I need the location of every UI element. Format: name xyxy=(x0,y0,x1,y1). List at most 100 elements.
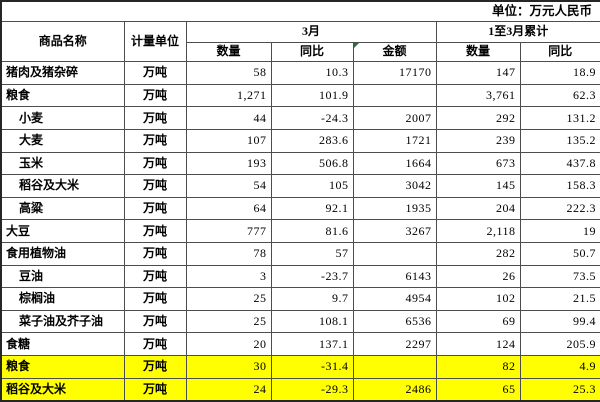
header-measure-unit: 计量单位 xyxy=(123,21,187,63)
cum-qty-cell: 124 xyxy=(435,332,521,357)
march-yoy-cell: -23.7 xyxy=(270,264,354,289)
unit-cell: 万吨 xyxy=(123,264,187,289)
cum-yoy-cell: 21.5 xyxy=(519,287,600,311)
product-name-cell: 稻谷及大米 xyxy=(0,174,125,198)
table-row: 高粱 万吨 64 92.1 1935 204 222.3 xyxy=(0,196,600,221)
header-cum-qty: 数量 xyxy=(435,41,521,63)
unit-cell: 万吨 xyxy=(123,196,187,221)
header-march-amount: 金额 xyxy=(352,41,437,63)
header-cum-yoy: 同比 xyxy=(519,41,600,63)
table-row: 大豆 万吨 777 81.6 3267 2,118 19 xyxy=(0,219,600,244)
header-product-name: 商品名称 xyxy=(0,21,125,63)
march-amount-cell: 17170 xyxy=(352,61,437,85)
table-row: 食用植物油 万吨 78 57 282 50.7 xyxy=(0,242,600,266)
cum-yoy-cell: 131.2 xyxy=(519,106,600,130)
product-name-cell: 豆油 xyxy=(0,264,125,289)
product-name-cell: 食用植物油 xyxy=(0,242,125,266)
march-amount-cell: 2297 xyxy=(352,332,437,357)
march-amount-cell: 1664 xyxy=(352,151,437,176)
march-yoy-cell: 105 xyxy=(270,174,354,198)
march-qty-cell: 107 xyxy=(185,128,272,153)
march-qty-cell: 58 xyxy=(185,61,272,85)
march-qty-cell: 25 xyxy=(185,309,272,334)
cum-yoy-cell: 158.3 xyxy=(519,174,600,198)
cum-qty-cell: 282 xyxy=(435,242,521,266)
unit-cell: 万吨 xyxy=(123,128,187,153)
march-qty-cell: 44 xyxy=(185,106,272,130)
march-amount-cell: 3267 xyxy=(352,219,437,244)
product-name-cell: 猪肉及猪杂碎 xyxy=(0,61,125,85)
header-march-yoy: 同比 xyxy=(270,41,354,63)
cum-qty-cell: 82 xyxy=(435,355,521,379)
march-qty-cell: 64 xyxy=(185,196,272,221)
march-amount-cell: 4954 xyxy=(352,287,437,311)
table-row: 豆油 万吨 3 -23.7 6143 26 73.5 xyxy=(0,264,600,289)
product-name-cell: 食糖 xyxy=(0,332,125,357)
cum-yoy-cell: 50.7 xyxy=(519,242,600,266)
cum-qty-cell: 102 xyxy=(435,287,521,311)
table-row: 商品名称 计量单位 3月 1至3月累计 xyxy=(0,21,600,63)
table-row: 单位：万元人民币 xyxy=(1,1,600,23)
cum-qty-cell: 145 xyxy=(435,174,521,198)
product-name-cell: 粮食 xyxy=(0,83,125,108)
cum-qty-cell: 2,118 xyxy=(435,219,521,244)
march-yoy-cell: 9.7 xyxy=(270,287,354,311)
cum-qty-cell: 292 xyxy=(435,106,521,130)
cum-yoy-cell: 18.9 xyxy=(519,61,600,85)
product-name-cell: 菜子油及芥子油 xyxy=(0,309,125,334)
march-amount-cell xyxy=(352,83,437,108)
cum-qty-cell: 3,761 xyxy=(435,83,521,108)
cum-qty-cell: 26 xyxy=(435,264,521,289)
march-yoy-cell: -24.3 xyxy=(270,106,354,130)
table-row: 菜子油及芥子油 万吨 25 108.1 6536 69 99.4 xyxy=(0,309,600,334)
cum-qty-cell: 65 xyxy=(435,377,521,402)
table-row: 大麦 万吨 107 283.6 1721 239 135.2 xyxy=(0,128,600,153)
table-row-highlighted: 粮食 万吨 30 -31.4 82 4.9 xyxy=(0,355,600,379)
cell-error-flag-icon xyxy=(354,43,359,48)
unit-cell: 万吨 xyxy=(123,106,187,130)
unit-cell: 万吨 xyxy=(123,332,187,357)
table-row: 稻谷及大米 万吨 54 105 3042 145 158.3 xyxy=(0,174,600,198)
cum-qty-cell: 239 xyxy=(435,128,521,153)
product-name-cell: 小麦 xyxy=(0,106,125,130)
header-march-group: 3月 xyxy=(185,21,437,43)
product-name-cell: 棕榈油 xyxy=(0,287,125,311)
cum-yoy-cell: 222.3 xyxy=(519,196,600,221)
cum-qty-cell: 673 xyxy=(435,151,521,176)
header-march-qty: 数量 xyxy=(185,41,272,63)
unit-cell: 万吨 xyxy=(123,377,187,402)
cum-yoy-cell: 73.5 xyxy=(519,264,600,289)
march-qty-cell: 54 xyxy=(185,174,272,198)
table-row: 棕榈油 万吨 25 9.7 4954 102 21.5 xyxy=(0,287,600,311)
march-amount-cell: 3042 xyxy=(352,174,437,198)
product-name-cell: 大麦 xyxy=(0,128,125,153)
table-row-highlighted: 稻谷及大米 万吨 24 -29.3 2486 65 25.3 xyxy=(0,377,600,402)
cum-yoy-cell: 99.4 xyxy=(519,309,600,334)
cum-yoy-cell: 437.8 xyxy=(519,151,600,176)
product-name-cell: 粮食 xyxy=(0,355,125,379)
cum-yoy-cell: 135.2 xyxy=(519,128,600,153)
header-cumulative-group: 1至3月累计 xyxy=(435,21,600,43)
table-row: 猪肉及猪杂碎 万吨 58 10.3 17170 147 18.9 xyxy=(0,61,600,85)
table-row: 食糖 万吨 20 137.1 2297 124 205.9 xyxy=(0,332,600,357)
march-qty-cell: 1,271 xyxy=(185,83,272,108)
unit-cell: 万吨 xyxy=(123,219,187,244)
march-amount-cell: 2486 xyxy=(352,377,437,402)
table-row: 粮食 万吨 1,271 101.9 3,761 62.3 xyxy=(0,83,600,108)
unit-cell: 万吨 xyxy=(123,151,187,176)
product-name-cell: 大豆 xyxy=(0,219,125,244)
march-qty-cell: 25 xyxy=(185,287,272,311)
unit-cell: 万吨 xyxy=(123,242,187,266)
march-yoy-cell: 57 xyxy=(270,242,354,266)
cum-qty-cell: 147 xyxy=(435,61,521,85)
march-yoy-cell: 81.6 xyxy=(270,219,354,244)
unit-cell: 万吨 xyxy=(123,83,187,108)
march-yoy-cell: 108.1 xyxy=(270,309,354,334)
march-yoy-cell: 137.1 xyxy=(270,332,354,357)
march-qty-cell: 24 xyxy=(185,377,272,402)
march-amount-cell: 6536 xyxy=(352,309,437,334)
cum-yoy-cell: 19 xyxy=(519,219,600,244)
march-yoy-cell: 92.1 xyxy=(270,196,354,221)
march-qty-cell: 777 xyxy=(185,219,272,244)
